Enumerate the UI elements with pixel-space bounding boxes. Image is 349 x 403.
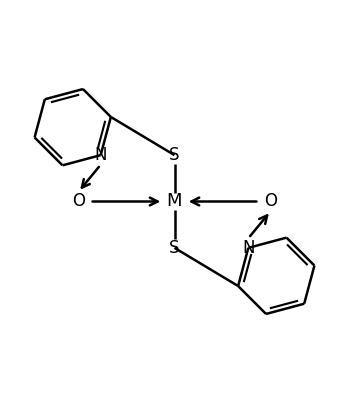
Text: N: N [95, 146, 107, 164]
Text: O: O [72, 193, 85, 210]
Text: N: N [242, 239, 254, 257]
Text: O: O [264, 193, 277, 210]
Text: M: M [167, 193, 182, 210]
Text: S: S [169, 146, 180, 164]
Text: S: S [169, 239, 180, 257]
